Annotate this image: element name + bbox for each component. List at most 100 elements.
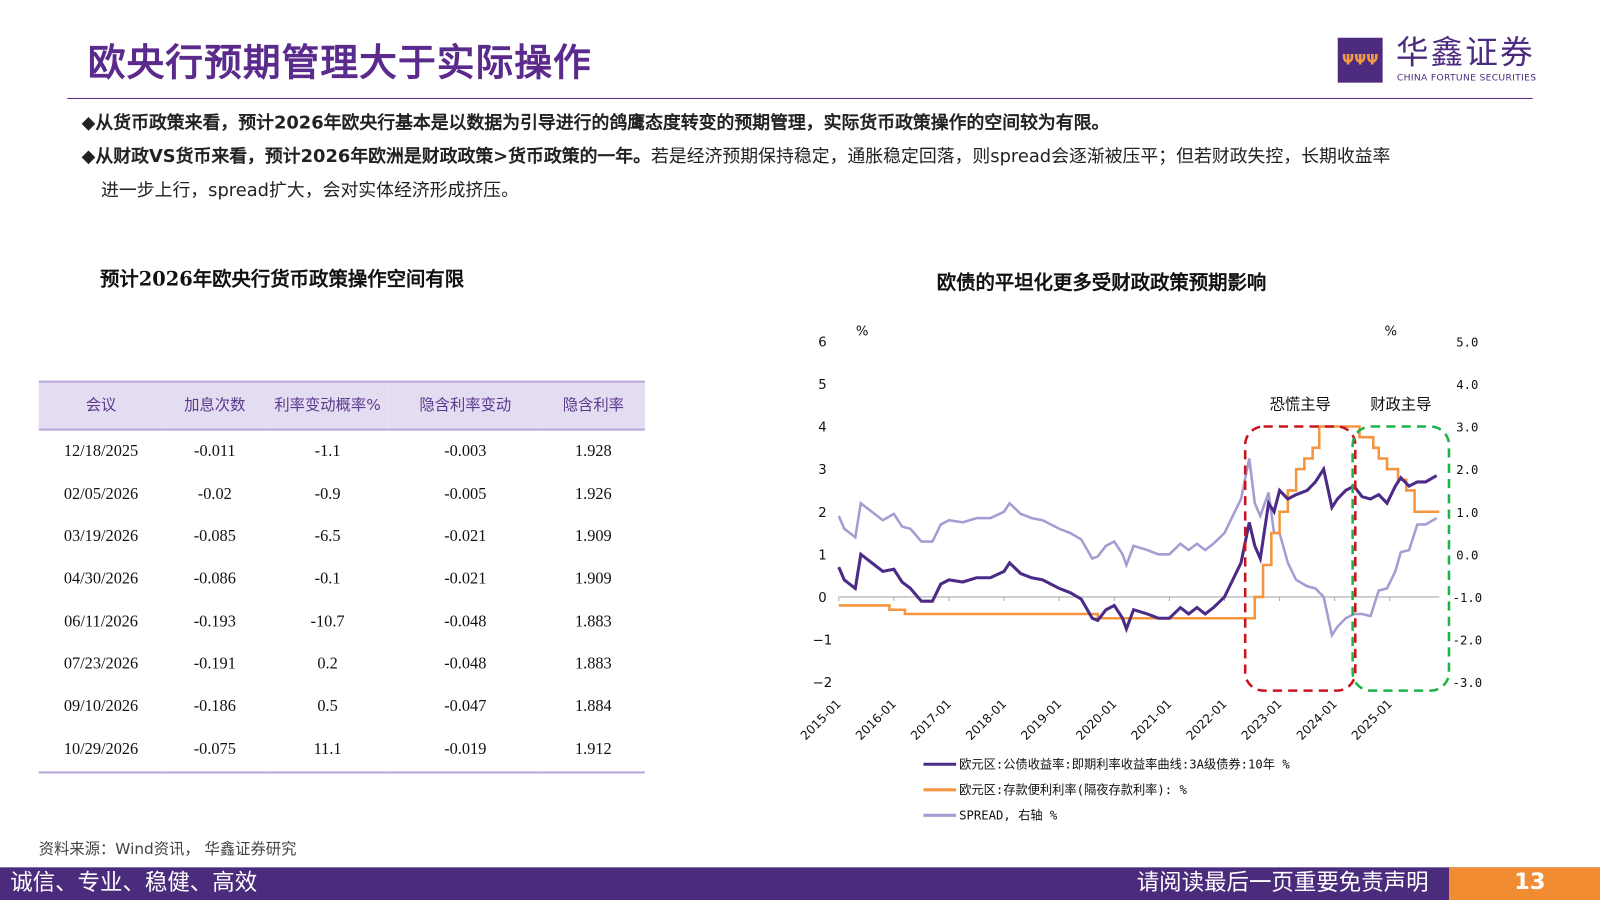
table-cell: -0.047 bbox=[444, 697, 487, 716]
table-cell: 03/19/2026 bbox=[63, 527, 139, 546]
y-tick-left: 5 bbox=[818, 378, 826, 393]
table-row: 04/30/2026 -0.086 -0.1 -0.021 1.909 bbox=[39, 558, 645, 601]
bullet-text: 若是经济预期保持稳定，通胀稳定回落，则spread会逐渐被压平；但若财政失控，长… bbox=[650, 146, 1391, 168]
annotation-box bbox=[1243, 425, 1357, 692]
table-cell: 1.912 bbox=[541, 728, 645, 773]
table-cell: -0.021 bbox=[444, 570, 487, 588]
y-tick-right: 5.0 bbox=[1456, 335, 1478, 349]
table-cell: 06/11/2026 bbox=[64, 612, 138, 631]
table-row: 07/23/2026 -0.191 0.2 -0.048 1.883 bbox=[39, 643, 645, 686]
x-tick-label: 2019-01 bbox=[1018, 697, 1064, 743]
table-cell: -0.075 bbox=[163, 728, 267, 773]
x-tick-label: 2020-01 bbox=[1073, 697, 1119, 743]
logo-subtext: CHINA FORTUNE SECURITIES bbox=[1396, 73, 1537, 84]
table-cell: 1.909 bbox=[574, 570, 612, 588]
column-header: 利率变动概率% bbox=[266, 380, 389, 431]
column-header: 加息次数 bbox=[163, 380, 267, 431]
table-cell: 1.926 bbox=[574, 485, 612, 503]
table-cell: -0.191 bbox=[193, 655, 236, 673]
table-cell: 04/30/2026 bbox=[63, 570, 139, 588]
x-tick-label: 2016-01 bbox=[853, 697, 899, 743]
column-header: 隐含利率 bbox=[541, 380, 645, 431]
y-tick-left: 6 bbox=[818, 335, 826, 350]
table-row: 03/19/2026 -0.085 -6.5 -0.021 1.909 bbox=[39, 516, 645, 559]
bullet-bold-text: 从财政VS货币来看，预计2026年欧洲是财政政策>货币政策的一年。 bbox=[95, 146, 651, 168]
table-cell: 09/10/2026 bbox=[63, 697, 139, 716]
y-tick-left: −1 bbox=[813, 634, 833, 649]
deposit-rate-line bbox=[838, 425, 1440, 620]
y-tick-right: -3.0 bbox=[1453, 676, 1482, 690]
table-cell: 1.909 bbox=[574, 527, 612, 546]
table-cell: -0.048 bbox=[444, 612, 487, 631]
x-tick-label: 2024-01 bbox=[1294, 697, 1340, 743]
x-tick-label: 2021-01 bbox=[1129, 697, 1175, 743]
table-cell: -0.048 bbox=[444, 655, 487, 673]
y-tick-left: 3 bbox=[818, 463, 826, 478]
table-cell: -0.086 bbox=[193, 570, 236, 588]
table-cell: 11.1 bbox=[266, 728, 389, 773]
x-tick-label: 2023-01 bbox=[1239, 697, 1285, 743]
table-cell: -0.005 bbox=[444, 485, 487, 503]
y-axis-label-left: % bbox=[856, 325, 869, 340]
table-cell: -0.011 bbox=[194, 442, 236, 461]
bund-yield-line bbox=[837, 465, 1438, 634]
table-cell: 02/05/2026 bbox=[63, 485, 139, 503]
y-tick-right: 2.0 bbox=[1456, 463, 1478, 477]
y-tick-right: -2.0 bbox=[1453, 634, 1482, 648]
annotation-box bbox=[1351, 425, 1451, 692]
legend-label: SPREAD, 右轴 % bbox=[959, 807, 1058, 822]
y-tick-left: 0 bbox=[818, 591, 826, 606]
bullet-1: ◆从货币政策来看，预计2026年欧央行基本是以数据为引导进行的鸽鹰态度转变的预期… bbox=[82, 107, 1110, 141]
table-cell: -0.02 bbox=[197, 485, 232, 503]
yield-chart: 6 5 4 3 2 1 0 −1 −2 5.0 4.0 3.0 2.0 1.0 0.0 -1.0 -2.0 -3.… bbox=[798, 325, 1482, 823]
legend-label: 欧元区:存款便利利率(隔夜存款利率): % bbox=[959, 782, 1187, 797]
table-cell: -0.085 bbox=[193, 527, 236, 546]
bullet-marker: ◆ bbox=[81, 113, 96, 134]
table-cell: -0.1 bbox=[314, 570, 341, 588]
x-tick-label: 2015-01 bbox=[798, 697, 844, 743]
x-tick-label: 2018-01 bbox=[963, 697, 1009, 743]
annotation-label: 财政主导 bbox=[1370, 395, 1431, 413]
y-tick-left: 2 bbox=[818, 506, 826, 521]
footer-bar bbox=[0, 867, 1600, 900]
table-cell: 10/29/2026 bbox=[38, 728, 164, 773]
table-cell: 0.2 bbox=[317, 655, 338, 673]
table-header-row: 会议 加息次数 利率变动概率% 隐含利率变动 隐含利率 bbox=[38, 380, 645, 431]
table-cell: 1.884 bbox=[574, 697, 612, 716]
column-header: 隐含利率变动 bbox=[388, 380, 542, 431]
table-row: 02/05/2026 -0.02 -0.9 -0.005 1.926 bbox=[39, 473, 645, 516]
table-row: 10/29/2026 -0.075 11.1 -0.019 1.912 bbox=[38, 728, 645, 773]
table-row: 06/11/2026 -0.193 -10.7 -0.048 1.883 bbox=[39, 601, 645, 644]
y-tick-right: 1.0 bbox=[1456, 506, 1478, 520]
y-tick-right: 0.0 bbox=[1456, 548, 1478, 562]
table-cell: -0.019 bbox=[388, 728, 542, 773]
table-row: 12/18/2025 -0.011 -1.1 -0.003 1.928 bbox=[39, 430, 645, 474]
table-cell: -10.7 bbox=[310, 612, 345, 631]
table-cell: -6.5 bbox=[314, 527, 341, 546]
x-tick-label: 2025-01 bbox=[1349, 697, 1395, 743]
table-cell: 1.928 bbox=[574, 442, 612, 461]
table-title: 预计2026年欧央行货币政策操作空间有限 bbox=[99, 268, 465, 291]
y-axis-label-right: % bbox=[1385, 325, 1398, 340]
y-tick-left: 1 bbox=[818, 548, 826, 563]
table-cell: -0.021 bbox=[444, 527, 487, 546]
logo-icon: ΨΨΨ bbox=[1337, 37, 1383, 83]
y-tick-right: 3.0 bbox=[1456, 421, 1478, 435]
page-number: 13 bbox=[1514, 869, 1546, 895]
bullet-marker: ◆ bbox=[81, 146, 96, 168]
ecb-meeting-table: 会议 加息次数 利率变动概率% 隐含利率变动 隐含利率 12/18/2025 -0.011… bbox=[38, 380, 645, 773]
footer-disclaimer: 请阅读最后一页重要免责声明 bbox=[1136, 870, 1429, 896]
table-cell: -0.003 bbox=[444, 442, 487, 461]
table-cell: -0.9 bbox=[314, 485, 341, 503]
table-cell: 0.5 bbox=[317, 697, 338, 716]
column-header: 会议 bbox=[38, 380, 164, 431]
y-tick-right: 4.0 bbox=[1456, 378, 1478, 392]
header-divider bbox=[67, 97, 1533, 99]
spread-line bbox=[837, 458, 1438, 639]
table-cell: 1.883 bbox=[574, 612, 612, 631]
source-note: 资料来源：Wind资讯， 华鑫证券研究 bbox=[38, 839, 297, 859]
table-cell: -0.193 bbox=[193, 612, 236, 631]
table-cell: 07/23/2026 bbox=[63, 655, 139, 673]
table-cell: -0.186 bbox=[193, 697, 236, 716]
